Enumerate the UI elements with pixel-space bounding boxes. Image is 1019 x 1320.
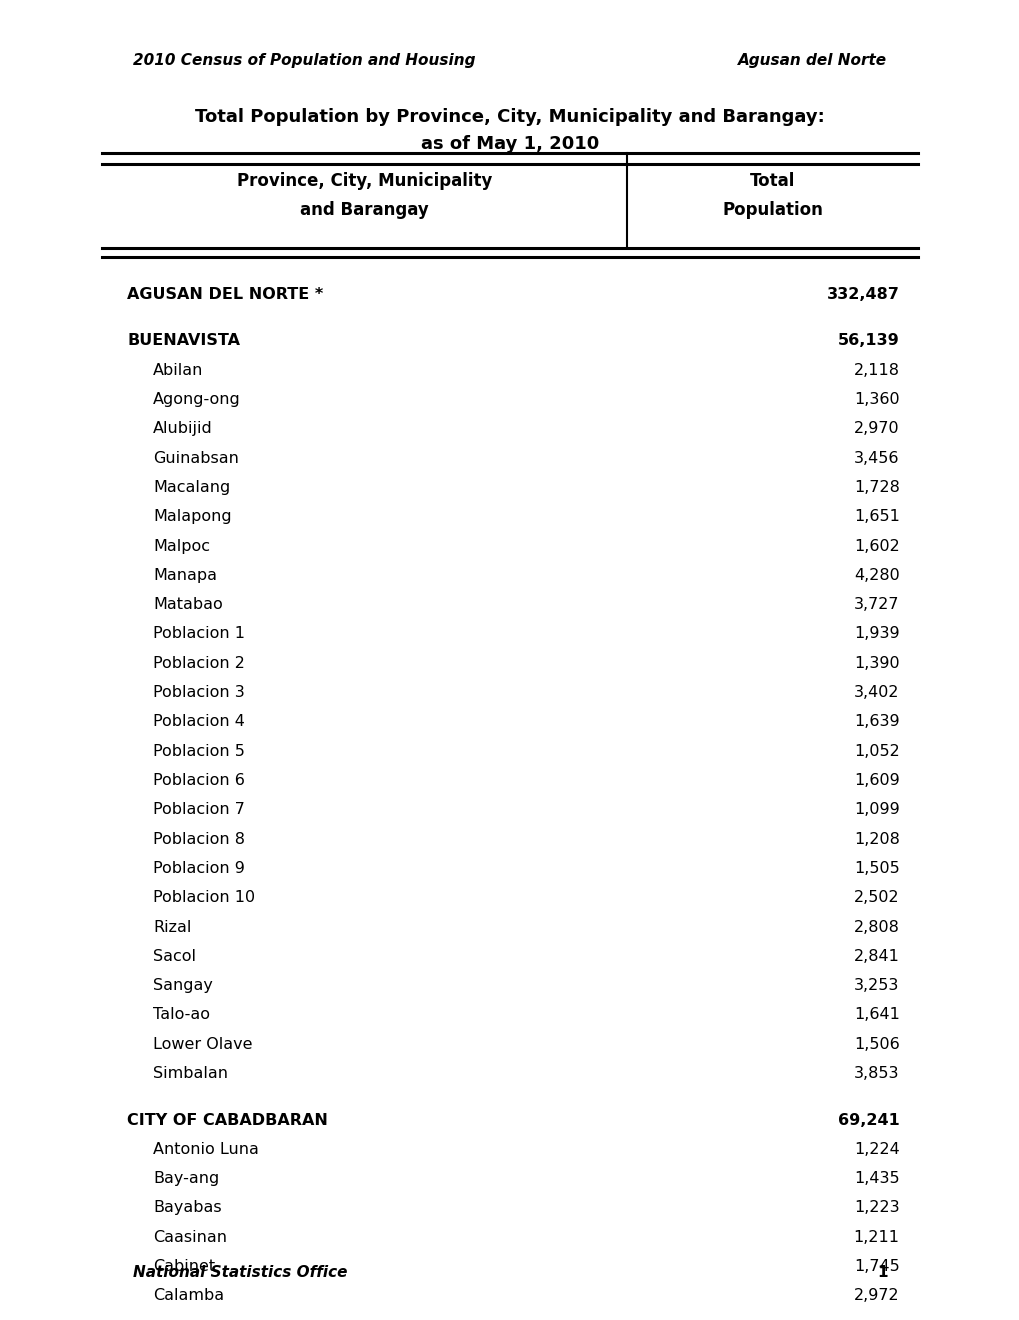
Text: Alubijid: Alubijid [153,421,213,437]
Text: 2,502: 2,502 [853,890,899,906]
Text: 56,139: 56,139 [837,334,899,348]
Text: Simbalan: Simbalan [153,1067,228,1081]
Text: Bayabas: Bayabas [153,1200,221,1216]
Text: as of May 1, 2010: as of May 1, 2010 [421,135,598,153]
Text: 1,208: 1,208 [853,832,899,846]
Text: 1,745: 1,745 [853,1259,899,1274]
Text: 1,506: 1,506 [853,1036,899,1052]
Text: Sangay: Sangay [153,978,213,993]
Text: 2,841: 2,841 [853,949,899,964]
Text: Poblacion 3: Poblacion 3 [153,685,245,700]
Text: Sacol: Sacol [153,949,196,964]
Text: and Barangay: and Barangay [300,201,429,219]
Text: Talo-ao: Talo-ao [153,1007,210,1023]
Text: 2,118: 2,118 [853,363,899,378]
Text: Poblacion 7: Poblacion 7 [153,803,245,817]
Text: Poblacion 9: Poblacion 9 [153,861,245,876]
Text: 1,223: 1,223 [853,1200,899,1216]
Text: Matabao: Matabao [153,597,222,612]
Text: 1,360: 1,360 [853,392,899,407]
Text: Malpoc: Malpoc [153,539,210,553]
Text: Agusan del Norte: Agusan del Norte [738,53,887,67]
Text: Macalang: Macalang [153,480,230,495]
Text: 1,505: 1,505 [853,861,899,876]
Text: CITY OF CABADBARAN: CITY OF CABADBARAN [127,1113,328,1127]
Text: 1,435: 1,435 [853,1171,899,1187]
Text: 1,651: 1,651 [853,510,899,524]
Text: Bay-ang: Bay-ang [153,1171,219,1187]
Text: Province, City, Municipality: Province, City, Municipality [236,172,492,190]
Text: 4,280: 4,280 [853,568,899,583]
Text: 1,099: 1,099 [853,803,899,817]
Text: 1,211: 1,211 [853,1230,899,1245]
Text: 3,253: 3,253 [854,978,899,993]
Text: 1,939: 1,939 [853,627,899,642]
Text: BUENAVISTA: BUENAVISTA [127,334,240,348]
Text: 69,241: 69,241 [837,1113,899,1127]
Text: Poblacion 2: Poblacion 2 [153,656,245,671]
Text: Caasinan: Caasinan [153,1230,227,1245]
Text: AGUSAN DEL NORTE *: AGUSAN DEL NORTE * [127,286,323,302]
Text: 1,641: 1,641 [853,1007,899,1023]
Text: 1,639: 1,639 [853,714,899,730]
Text: 2,808: 2,808 [853,920,899,935]
Text: 1,609: 1,609 [853,774,899,788]
Text: Population: Population [721,201,822,219]
Text: 2010 Census of Population and Housing: 2010 Census of Population and Housing [132,53,475,67]
Text: Poblacion 4: Poblacion 4 [153,714,245,730]
Text: 3,727: 3,727 [853,597,899,612]
Text: 3,402: 3,402 [853,685,899,700]
Text: 1,224: 1,224 [853,1142,899,1156]
Text: Abilan: Abilan [153,363,203,378]
Text: Manapa: Manapa [153,568,217,583]
Text: Poblacion 1: Poblacion 1 [153,627,245,642]
Text: Poblacion 6: Poblacion 6 [153,774,245,788]
Text: Rizal: Rizal [153,920,192,935]
Text: National Statistics Office: National Statistics Office [132,1266,346,1280]
Text: Poblacion 8: Poblacion 8 [153,832,245,846]
Text: 3,456: 3,456 [853,450,899,466]
Text: Lower Olave: Lower Olave [153,1036,253,1052]
Text: 2,970: 2,970 [853,421,899,437]
Text: 3,853: 3,853 [853,1067,899,1081]
Text: 2,972: 2,972 [853,1288,899,1303]
Text: 1,390: 1,390 [853,656,899,671]
Text: 332,487: 332,487 [826,286,899,302]
Text: Malapong: Malapong [153,510,231,524]
Text: 1: 1 [876,1266,887,1280]
Text: Agong-ong: Agong-ong [153,392,240,407]
Text: Antonio Luna: Antonio Luna [153,1142,259,1156]
Text: Poblacion 10: Poblacion 10 [153,890,255,906]
Text: Guinabsan: Guinabsan [153,450,238,466]
Text: 1,602: 1,602 [853,539,899,553]
Text: Calamba: Calamba [153,1288,224,1303]
Text: 1,052: 1,052 [853,743,899,759]
Text: Total: Total [749,172,795,190]
Text: Total Population by Province, City, Municipality and Barangay:: Total Population by Province, City, Muni… [195,108,824,127]
Text: 1,728: 1,728 [853,480,899,495]
Text: Poblacion 5: Poblacion 5 [153,743,245,759]
Text: Cabinet: Cabinet [153,1259,215,1274]
